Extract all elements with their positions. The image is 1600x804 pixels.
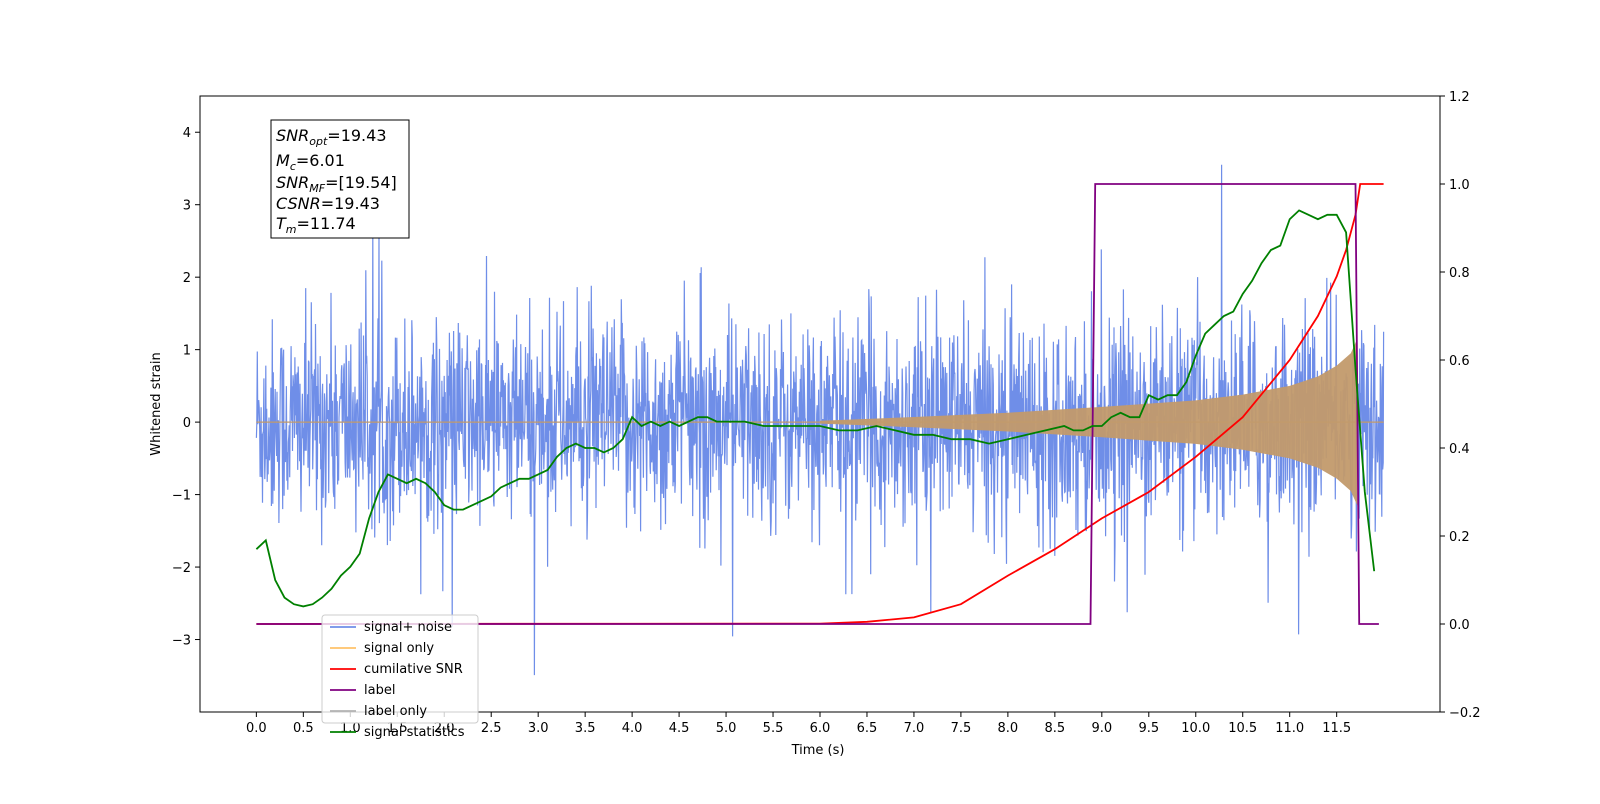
- y-left-tick-label: −2: [172, 561, 191, 576]
- y-right-tick-label: 0.4: [1449, 442, 1470, 457]
- x-tick-label: 2.0: [434, 721, 455, 736]
- x-tick-label: 7.0: [904, 721, 925, 736]
- y-right-tick-label: 0.2: [1449, 530, 1470, 545]
- legend: signal+ noise signal only cumilative SNR la…: [321, 614, 479, 740]
- series-label: [256, 183, 1379, 625]
- x-axis-ticks: 0.0 0.5 1.0 1.5 2.0 2.5 3.0 3.5 4.0 4.5 5.0 5.5 6.0 6…: [246, 712, 1351, 736]
- x-tick-label: 7.5: [951, 721, 972, 736]
- y-right-tick-label: 0.6: [1449, 354, 1470, 369]
- annotation-line-mc: Mc=6.01: [276, 151, 345, 173]
- legend-label: label: [364, 683, 395, 698]
- y-right-tick-label: 1.2: [1449, 90, 1470, 105]
- x-tick-label: 11.5: [1322, 721, 1351, 736]
- x-tick-label: 0.0: [246, 721, 267, 736]
- y-axis-label: Whitened strain: [149, 352, 164, 455]
- x-tick-label: 1.5: [387, 721, 408, 736]
- x-tick-label: 0.5: [293, 721, 314, 736]
- y-left-tick-label: 0: [183, 416, 191, 431]
- x-tick-label: 8.0: [998, 721, 1019, 736]
- y-right-tick-label: 0.8: [1449, 266, 1470, 281]
- x-tick-label: 9.0: [1091, 721, 1112, 736]
- legend-label: signal only: [364, 641, 434, 656]
- x-tick-label: 5.5: [763, 721, 784, 736]
- legend-label: label only: [364, 704, 427, 719]
- annotation-box: SNRopt=19.43 Mc=6.01 SNRMF=[19.54] CSNR=…: [270, 119, 410, 239]
- series-signal-noise: [255, 164, 1385, 676]
- signal-only-chirp: [820, 338, 1358, 506]
- y-left-tick-label: −1: [172, 489, 191, 504]
- y-left-tick-label: −3: [172, 634, 191, 649]
- x-tick-label: 9.5: [1138, 721, 1159, 736]
- legend-label: signal statistics: [364, 725, 465, 740]
- series-signal-only: [256, 338, 1384, 506]
- y-left-tick-label: 4: [183, 126, 191, 141]
- x-tick-label: 3.5: [575, 721, 596, 736]
- annotation-line-snr-opt: SNRopt=19.43: [276, 126, 387, 148]
- x-tick-label: 10.5: [1228, 721, 1257, 736]
- x-tick-label: 4.5: [669, 721, 690, 736]
- y-axis-left-ticks: −3 −2 −1 0 1 2 3 4: [172, 126, 200, 649]
- y-left-tick-label: 3: [183, 199, 191, 214]
- annotation-line-csnr: CSNR=19.43: [276, 194, 380, 213]
- x-tick-label: 3.0: [528, 721, 549, 736]
- y-left-tick-label: 1: [183, 344, 191, 359]
- legend-label: cumilative SNR: [364, 662, 463, 677]
- x-tick-label: 4.0: [622, 721, 643, 736]
- x-tick-label: 8.5: [1045, 721, 1066, 736]
- x-tick-label: 6.5: [857, 721, 878, 736]
- label-line: [256, 183, 1379, 625]
- signal-noise-line: [255, 164, 1385, 676]
- y-right-tick-label: 1.0: [1449, 178, 1470, 193]
- annotation-line-tm: Tm=11.74: [276, 214, 356, 236]
- x-tick-label: 10.0: [1181, 721, 1210, 736]
- y-left-tick-label: 2: [183, 271, 191, 286]
- series-signal-statistics: [255, 209, 1376, 608]
- x-tick-label: 11.0: [1275, 721, 1304, 736]
- x-tick-label: 6.0: [810, 721, 831, 736]
- y-right-tick-label: −0.2: [1449, 706, 1481, 721]
- x-axis-label: Time (s): [791, 743, 845, 758]
- signal-statistics-line: [255, 209, 1376, 608]
- y-axis-right-ticks: −0.2 0.0 0.2 0.4 0.6 0.8 1.0 1.2: [1440, 90, 1481, 721]
- y-right-tick-label: 0.0: [1449, 618, 1470, 633]
- legend-label: signal+ noise: [364, 620, 452, 635]
- x-tick-label: 2.5: [481, 721, 502, 736]
- annotation-line-snr-mf: SNRMF=[19.54]: [276, 173, 397, 195]
- x-tick-label: 5.0: [716, 721, 737, 736]
